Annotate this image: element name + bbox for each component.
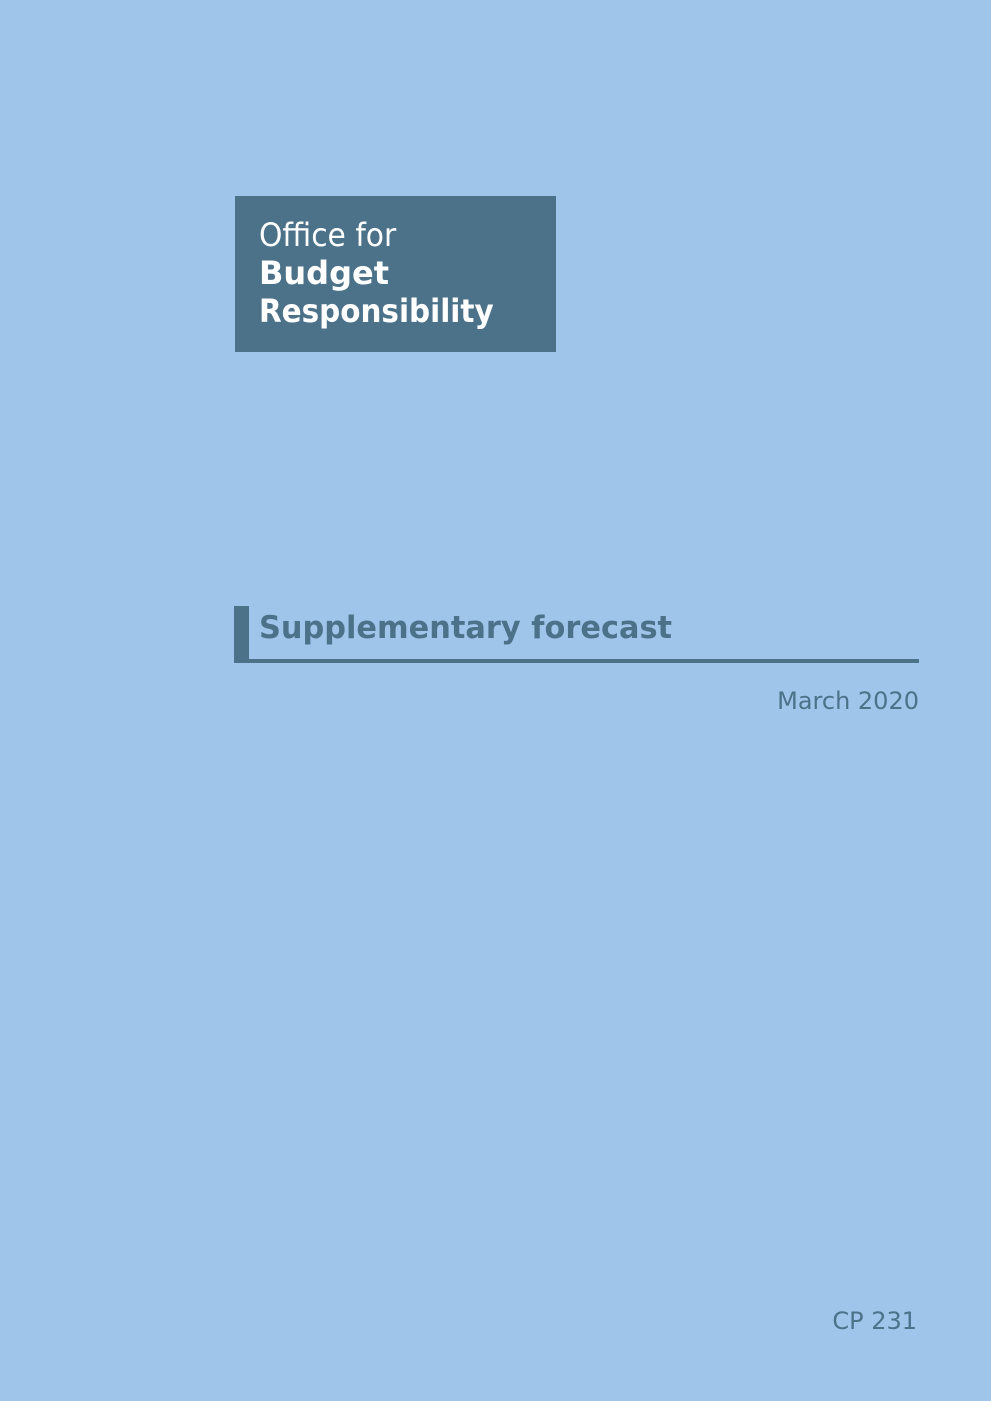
command-paper-reference: CP 231 bbox=[832, 1307, 917, 1335]
publication-date: March 2020 bbox=[777, 687, 919, 715]
document-title: Supplementary forecast bbox=[259, 610, 673, 646]
logo-line-responsibility: Responsibility bbox=[259, 292, 494, 330]
title-underline-rule bbox=[234, 659, 919, 663]
obr-logo: Office for Budget Responsibility bbox=[235, 196, 556, 352]
logo-line-budget: Budget bbox=[259, 254, 389, 292]
title-accent-bar bbox=[234, 606, 249, 663]
logo-line-office-for: Office for bbox=[259, 216, 397, 254]
